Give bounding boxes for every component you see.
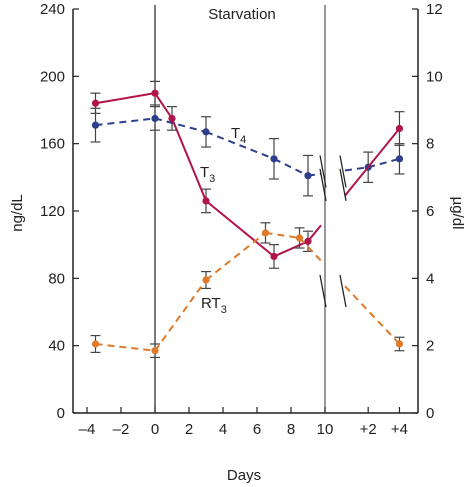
axis-break-mark	[319, 274, 327, 308]
data-point	[91, 340, 100, 348]
data-point	[304, 237, 312, 245]
plot-area	[90, 80, 405, 359]
left-y-tick-label: 240	[40, 1, 65, 18]
data-point	[395, 124, 404, 133]
series-segment	[95, 342, 156, 352]
right-y-tick-label: 8	[426, 136, 434, 153]
series-segment	[344, 285, 401, 345]
data-point	[151, 347, 159, 355]
data-point	[395, 340, 404, 348]
reference-lines	[154, 5, 326, 413]
series-T4	[90, 106, 405, 197]
x-tick-label: 8	[287, 421, 295, 438]
axes	[72, 8, 419, 414]
series-segment	[171, 118, 207, 202]
axis-break-mark	[319, 155, 327, 188]
data-point	[202, 276, 210, 284]
axis-break-mark	[319, 168, 327, 202]
series-segment	[154, 279, 207, 352]
series-label-main: T	[200, 164, 209, 181]
series-segment	[298, 237, 322, 262]
series-label-subscript: 3	[221, 304, 227, 316]
left-y-tick-label: 120	[40, 203, 65, 220]
axis-break-mark	[339, 155, 347, 188]
series-label: T4	[231, 125, 246, 146]
x-tick-label: –4	[79, 421, 96, 438]
series-segment	[95, 117, 156, 127]
x-tick-label: +4	[391, 421, 408, 438]
series-segment	[367, 157, 400, 169]
series-label-main: T	[231, 125, 240, 142]
right-y-tick-label: 10	[426, 68, 443, 85]
series-T3	[90, 80, 405, 269]
x-tick-label: –2	[113, 421, 130, 438]
data-point	[91, 99, 100, 107]
data-point	[202, 197, 210, 205]
series-segment	[273, 157, 309, 177]
series-segment	[205, 232, 267, 281]
left-y-axis-title: ng/dL	[9, 194, 26, 232]
data-point	[151, 89, 159, 97]
data-point	[270, 155, 278, 163]
data-point	[270, 252, 278, 261]
labels: 0 40 80 120 160 200 240 0 2 4 6 8 10 12 –4 –2 0 2 4 6 8 10 +2 +…	[9, 1, 466, 484]
data-point	[395, 155, 404, 163]
x-tick-label: 10	[317, 421, 334, 438]
series-segment	[344, 127, 401, 197]
left-y-tick-label: 200	[40, 68, 65, 85]
left-y-tick-label: 0	[57, 405, 65, 422]
series-label: T3	[200, 164, 215, 185]
series-segment	[205, 130, 275, 160]
left-y-tick-label: 160	[40, 136, 65, 153]
series-label-subscript: 4	[240, 134, 246, 146]
right-y-tick-label: 4	[426, 270, 434, 287]
left-y-tick-label: 80	[48, 270, 65, 287]
data-point	[295, 234, 304, 242]
right-y-tick-label: 6	[426, 203, 434, 220]
data-point	[91, 121, 100, 129]
x-tick-label: 6	[253, 421, 261, 438]
x-tick-label: 2	[185, 421, 193, 438]
series-segment	[154, 117, 207, 133]
period-label: Starvation	[208, 6, 276, 23]
series-segment	[344, 166, 369, 172]
right-y-axis-title: µg/dl	[449, 197, 466, 230]
series-segment	[95, 92, 156, 105]
right-y-tick-label: 2	[426, 338, 434, 355]
series-RT3	[90, 222, 405, 359]
series-label-subscript: 3	[209, 173, 215, 185]
right-y-tick-label: 12	[426, 1, 443, 18]
series-segment	[265, 231, 300, 239]
data-point	[261, 229, 270, 237]
data-point	[304, 172, 312, 180]
right-y-tick-label: 0	[426, 405, 434, 422]
series-label: RT3	[201, 295, 227, 316]
data-point	[151, 114, 159, 123]
left-y-tick-label: 40	[48, 338, 65, 355]
series-segment	[205, 200, 275, 258]
axis-break-mark	[339, 168, 347, 202]
x-tick-label: 4	[219, 421, 227, 438]
x-axis-title: Days	[227, 467, 261, 484]
data-point	[202, 128, 210, 136]
x-tick-label: +2	[360, 421, 377, 438]
x-tick-label: 0	[151, 421, 159, 438]
series-segment	[154, 92, 173, 119]
data-point	[168, 114, 176, 123]
series-segment	[273, 240, 309, 258]
series-label-main: RT	[201, 295, 221, 312]
axis-break-mark	[339, 274, 347, 308]
